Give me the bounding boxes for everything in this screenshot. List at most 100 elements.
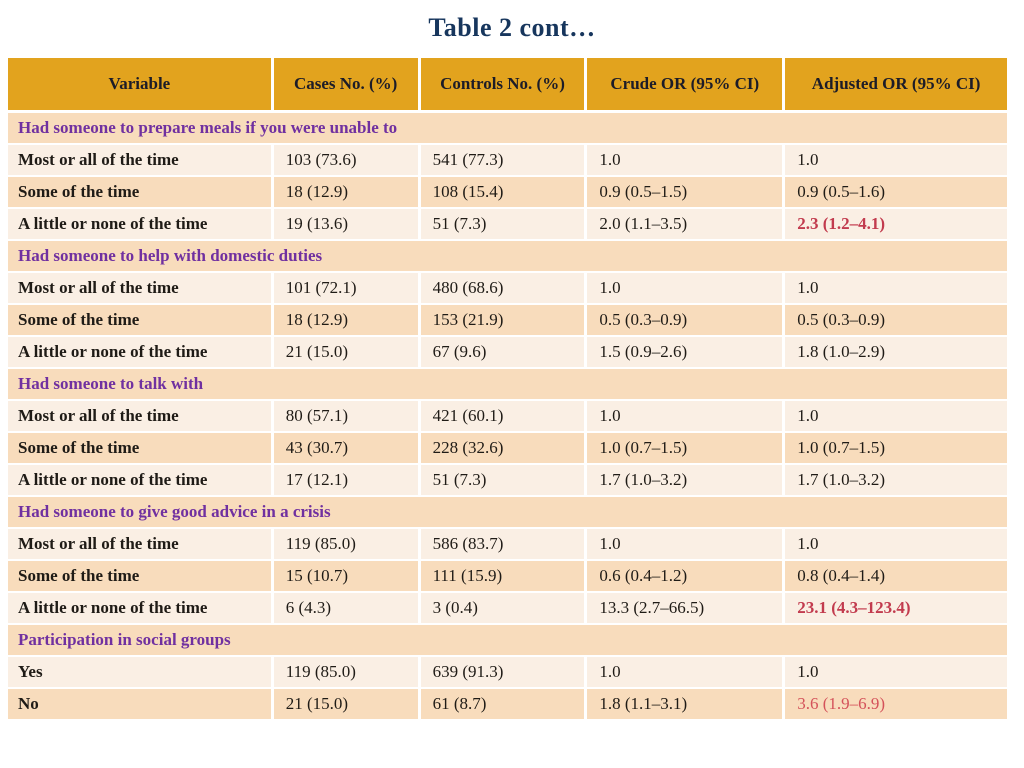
cell-crude-or: 1.0 <box>587 657 786 689</box>
cell-controls: 111 (15.9) <box>420 561 588 593</box>
cell-controls: 228 (32.6) <box>420 433 588 465</box>
cell-crude-or: 13.3 (2.7–66.5) <box>587 593 786 625</box>
cell-controls: 639 (91.3) <box>420 657 588 689</box>
cell-controls: 541 (77.3) <box>420 145 588 177</box>
section-title: Participation in social groups <box>8 625 1007 657</box>
cell-cases: 103 (73.6) <box>273 145 421 177</box>
section-row: Had someone to give good advice in a cri… <box>8 497 1007 529</box>
cell-adjusted-or: 0.8 (0.4–1.4) <box>785 561 1007 593</box>
section-title: Had someone to prepare meals if you were… <box>8 113 1007 145</box>
cell-crude-or: 1.8 (1.1–3.1) <box>587 689 786 721</box>
cell-crude-or: 1.0 <box>587 145 786 177</box>
row-label: A little or none of the time <box>8 593 274 625</box>
table-row: No 21 (15.0) 61 (8.7) 1.8 (1.1–3.1) 3.6 … <box>8 689 1007 721</box>
cell-cases: 101 (72.1) <box>273 273 421 305</box>
cell-crude-or: 1.5 (0.9–2.6) <box>587 337 786 369</box>
cell-adjusted-or-significant: 23.1 (4.3–123.4) <box>785 593 1007 625</box>
table-row: Most or all of the time 119 (85.0) 586 (… <box>8 529 1007 561</box>
table-row: Some of the time 18 (12.9) 108 (15.4) 0.… <box>8 177 1007 209</box>
table-row: Most or all of the time 101 (72.1) 480 (… <box>8 273 1007 305</box>
row-label: Some of the time <box>8 433 274 465</box>
section-row: Had someone to prepare meals if you were… <box>8 113 1007 145</box>
row-label: Most or all of the time <box>8 273 274 305</box>
row-label: Most or all of the time <box>8 145 274 177</box>
cell-cases: 80 (57.1) <box>273 401 421 433</box>
cell-controls: 61 (8.7) <box>420 689 588 721</box>
cell-crude-or: 1.0 <box>587 529 786 561</box>
cell-cases: 6 (4.3) <box>273 593 421 625</box>
row-label: Most or all of the time <box>8 401 274 433</box>
section-title: Had someone to help with domestic duties <box>8 241 1007 273</box>
table-row: A little or none of the time 17 (12.1) 5… <box>8 465 1007 497</box>
cell-cases: 17 (12.1) <box>273 465 421 497</box>
table-header-row: Variable Cases No. (%) Controls No. (%) … <box>8 58 1007 113</box>
cell-controls: 67 (9.6) <box>420 337 588 369</box>
table-row: Most or all of the time 80 (57.1) 421 (6… <box>8 401 1007 433</box>
cell-cases: 43 (30.7) <box>273 433 421 465</box>
cell-cases: 119 (85.0) <box>273 529 421 561</box>
table-row: Yes 119 (85.0) 639 (91.3) 1.0 1.0 <box>8 657 1007 689</box>
cell-controls: 51 (7.3) <box>420 209 588 241</box>
row-label: A little or none of the time <box>8 465 274 497</box>
cell-cases: 21 (15.0) <box>273 689 421 721</box>
row-label: Yes <box>8 657 274 689</box>
col-header-controls: Controls No. (%) <box>420 58 588 113</box>
table-row: A little or none of the time 21 (15.0) 6… <box>8 337 1007 369</box>
cell-adjusted-or-significant: 3.6 (1.9–6.9) <box>785 689 1007 721</box>
cell-crude-or: 1.0 <box>587 273 786 305</box>
table-row: Some of the time 15 (10.7) 111 (15.9) 0.… <box>8 561 1007 593</box>
cell-cases: 15 (10.7) <box>273 561 421 593</box>
row-label: Some of the time <box>8 561 274 593</box>
section-title: Had someone to give good advice in a cri… <box>8 497 1007 529</box>
row-label: Some of the time <box>8 177 274 209</box>
cell-adjusted-or-significant: 2.3 (1.2–4.1) <box>785 209 1007 241</box>
cell-crude-or: 1.0 (0.7–1.5) <box>587 433 786 465</box>
cell-adjusted-or: 1.8 (1.0–2.9) <box>785 337 1007 369</box>
table-row: Some of the time 43 (30.7) 228 (32.6) 1.… <box>8 433 1007 465</box>
cell-crude-or: 1.7 (1.0–3.2) <box>587 465 786 497</box>
cell-controls: 586 (83.7) <box>420 529 588 561</box>
cell-crude-or: 2.0 (1.1–3.5) <box>587 209 786 241</box>
row-label: A little or none of the time <box>8 337 274 369</box>
cell-adjusted-or: 1.0 <box>785 273 1007 305</box>
row-label: Some of the time <box>8 305 274 337</box>
col-header-crude-or: Crude OR (95% CI) <box>587 58 786 113</box>
cell-adjusted-or: 1.7 (1.0–3.2) <box>785 465 1007 497</box>
col-header-variable: Variable <box>8 58 274 113</box>
row-label: No <box>8 689 274 721</box>
cell-adjusted-or: 0.9 (0.5–1.6) <box>785 177 1007 209</box>
section-row: Participation in social groups <box>8 625 1007 657</box>
cell-controls: 153 (21.9) <box>420 305 588 337</box>
results-table: Variable Cases No. (%) Controls No. (%) … <box>8 58 1007 721</box>
cell-cases: 18 (12.9) <box>273 177 421 209</box>
cell-adjusted-or: 1.0 <box>785 529 1007 561</box>
table-row: A little or none of the time 6 (4.3) 3 (… <box>8 593 1007 625</box>
cell-controls: 480 (68.6) <box>420 273 588 305</box>
row-label: A little or none of the time <box>8 209 274 241</box>
cell-cases: 19 (13.6) <box>273 209 421 241</box>
cell-adjusted-or: 1.0 <box>785 145 1007 177</box>
cell-adjusted-or: 1.0 <box>785 657 1007 689</box>
page-title: Table 2 cont… <box>428 13 596 42</box>
cell-cases: 18 (12.9) <box>273 305 421 337</box>
table-row: A little or none of the time 19 (13.6) 5… <box>8 209 1007 241</box>
cell-cases: 21 (15.0) <box>273 337 421 369</box>
cell-adjusted-or: 1.0 <box>785 401 1007 433</box>
section-title: Had someone to talk with <box>8 369 1007 401</box>
cell-controls: 108 (15.4) <box>420 177 588 209</box>
cell-crude-or: 0.9 (0.5–1.5) <box>587 177 786 209</box>
col-header-adjusted-or: Adjusted OR (95% CI) <box>785 58 1007 113</box>
cell-cases: 119 (85.0) <box>273 657 421 689</box>
cell-crude-or: 1.0 <box>587 401 786 433</box>
cell-controls: 51 (7.3) <box>420 465 588 497</box>
section-row: Had someone to talk with <box>8 369 1007 401</box>
table-row: Most or all of the time 103 (73.6) 541 (… <box>8 145 1007 177</box>
table-row: Some of the time 18 (12.9) 153 (21.9) 0.… <box>8 305 1007 337</box>
cell-crude-or: 0.6 (0.4–1.2) <box>587 561 786 593</box>
cell-crude-or: 0.5 (0.3–0.9) <box>587 305 786 337</box>
row-label: Most or all of the time <box>8 529 274 561</box>
cell-adjusted-or: 0.5 (0.3–0.9) <box>785 305 1007 337</box>
section-row: Had someone to help with domestic duties <box>8 241 1007 273</box>
cell-controls: 421 (60.1) <box>420 401 588 433</box>
